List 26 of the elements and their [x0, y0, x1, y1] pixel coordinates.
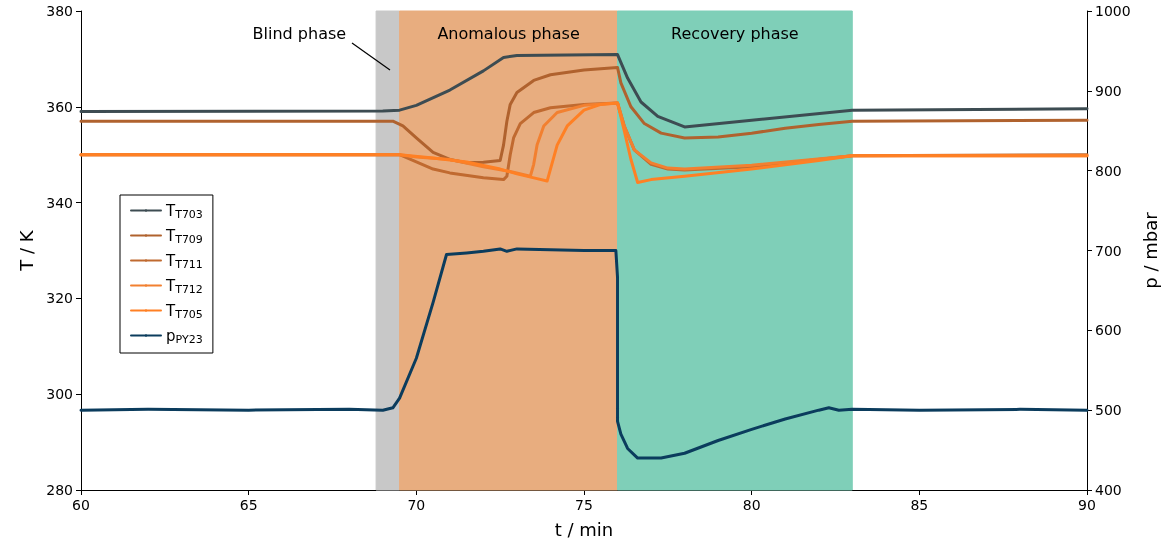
x-tick-label: 85 — [910, 497, 929, 513]
y2-tick-label: 500 — [1095, 402, 1122, 419]
y2-tick-label: 1000 — [1095, 3, 1131, 19]
y-tick-label: 320 — [46, 290, 73, 307]
y-tick-label: 360 — [46, 98, 73, 115]
x-tick-label: 65 — [239, 497, 258, 513]
band-label: Blind phase — [252, 24, 347, 43]
y2-tick-label: 700 — [1095, 242, 1122, 259]
x-tick-label: 90 — [1078, 497, 1096, 513]
x-axis-title: t / min — [554, 518, 614, 540]
x-tick-label: 75 — [575, 497, 593, 513]
y2-tick-label: 600 — [1095, 322, 1122, 339]
y2-tick-label: 400 — [1095, 482, 1122, 498]
x-tick-label: 60 — [72, 497, 90, 513]
y2-axis-title: p / mbar — [1140, 211, 1162, 289]
x-tick-label: 70 — [407, 497, 426, 513]
y-tick-label: 380 — [46, 3, 73, 19]
band-label: Recovery phase — [671, 24, 799, 43]
y-tick-label: 340 — [46, 194, 73, 211]
y2-tick-label: 900 — [1095, 82, 1122, 99]
y-tick-label: 300 — [46, 386, 73, 403]
y-tick-label: 280 — [46, 482, 73, 498]
y-axis-title: T / K — [15, 229, 37, 272]
x-tick-label: 80 — [742, 497, 761, 513]
band-label: Anomalous phase — [437, 24, 580, 43]
y2-tick-label: 800 — [1095, 162, 1122, 179]
